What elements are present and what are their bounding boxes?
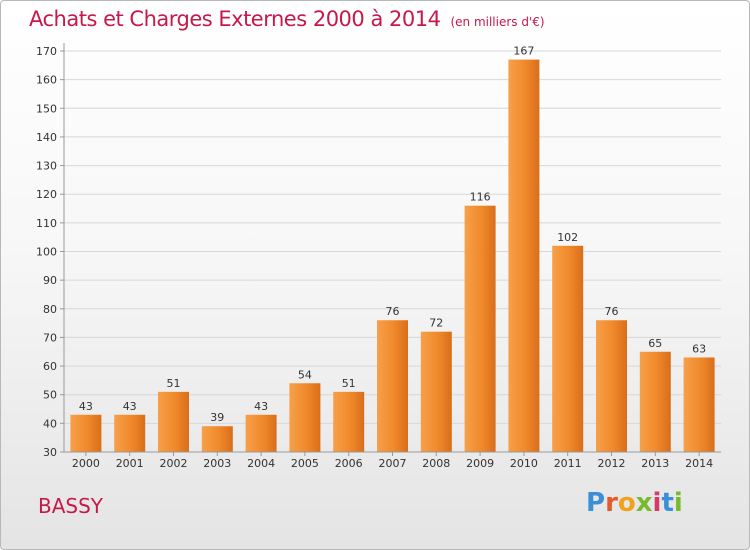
proxiti-logo: Proxiti (586, 488, 683, 518)
place-name: BASSY (38, 494, 104, 518)
logo-letter: t (661, 488, 674, 518)
bar-2000 (70, 414, 102, 452)
x-tick-label: 2004 (247, 457, 275, 470)
chart-title: Achats et Charges Externes 2000 à 2014 (29, 7, 441, 31)
x-tick-label: 2011 (554, 457, 582, 470)
data-labels: 43 43 51 39 43 54 51 76 72 116 167 102 76 65 63 (79, 45, 706, 425)
x-tick-label: 2014 (685, 457, 713, 470)
x-tick-label: 2010 (510, 457, 538, 470)
y-tick-label: 70 (43, 331, 57, 344)
y-tick-label: 50 (43, 389, 57, 402)
unit-note: (en milliers d'€) (450, 15, 545, 29)
bar-2013 (639, 351, 671, 452)
y-axis-ticks: 30 40 50 60 70 80 90 100 110 120 130 140 150 160 170 (36, 45, 64, 459)
bar-2006 (333, 391, 365, 452)
y-tick-label: 140 (36, 131, 57, 144)
x-tick-label: 2009 (466, 457, 494, 470)
y-tick-label: 30 (43, 446, 57, 459)
logo-letter: o (617, 488, 636, 518)
bar-2003 (201, 426, 233, 452)
y-tick-label: 40 (43, 417, 57, 430)
data-label: 63 (692, 342, 706, 355)
data-label: 54 (298, 368, 312, 381)
logo-letter: i (652, 488, 662, 518)
x-tick-label: 2007 (379, 457, 407, 470)
x-tick-label: 2006 (335, 457, 363, 470)
bar-2009 (464, 205, 496, 452)
y-tick-label: 80 (43, 303, 57, 316)
bar-2014 (683, 357, 715, 452)
data-label: 43 (123, 400, 137, 413)
bar-2001 (114, 414, 146, 452)
y-tick-label: 100 (36, 246, 57, 259)
bar-2002 (158, 391, 189, 452)
logo-letter: P (586, 488, 606, 518)
x-tick-label: 2001 (116, 457, 144, 470)
y-tick-label: 130 (36, 160, 57, 173)
bar-2011 (552, 245, 584, 452)
logo-letter: x (635, 488, 653, 518)
bar-2010 (508, 59, 540, 452)
data-label: 65 (648, 337, 662, 350)
bars (70, 59, 715, 452)
x-tick-label: 2003 (203, 457, 231, 470)
bar-2005 (289, 383, 321, 452)
data-label: 43 (79, 400, 93, 413)
logo-letter: i (673, 488, 683, 518)
chart-title-block: Achats et Charges Externes 2000 à 2014 (e… (29, 7, 545, 31)
y-tick-label: 60 (43, 360, 57, 373)
data-label: 116 (470, 191, 491, 204)
y-tick-label: 90 (43, 274, 57, 287)
y-tick-label: 150 (36, 102, 57, 115)
x-tick-label: 2013 (641, 457, 669, 470)
x-tick-label: 2005 (291, 457, 319, 470)
x-tick-label: 2002 (160, 457, 188, 470)
x-tick-label: 2008 (422, 457, 450, 470)
data-label: 72 (429, 317, 443, 330)
bar-2012 (596, 320, 627, 452)
data-label: 76 (386, 305, 400, 318)
bar-2008 (420, 331, 452, 452)
y-tick-label: 170 (36, 45, 57, 58)
x-axis-ticks: 2000 2001 2002 2003 2004 2005 2006 2007 2008 2009… (72, 452, 713, 470)
data-label: 51 (342, 377, 356, 390)
x-tick-label: 2012 (598, 457, 626, 470)
data-label: 51 (167, 377, 181, 390)
data-label: 76 (605, 305, 619, 318)
y-tick-label: 110 (36, 217, 57, 230)
y-tick-label: 160 (36, 74, 57, 87)
bar-2007 (377, 320, 408, 452)
data-label: 102 (557, 231, 578, 244)
x-tick-label: 2000 (72, 457, 100, 470)
y-tick-label: 120 (36, 188, 57, 201)
logo-letter: r (605, 488, 618, 518)
bar-2004 (245, 414, 277, 452)
data-label: 43 (254, 400, 268, 413)
data-label: 167 (513, 45, 534, 58)
data-label: 39 (210, 411, 224, 424)
